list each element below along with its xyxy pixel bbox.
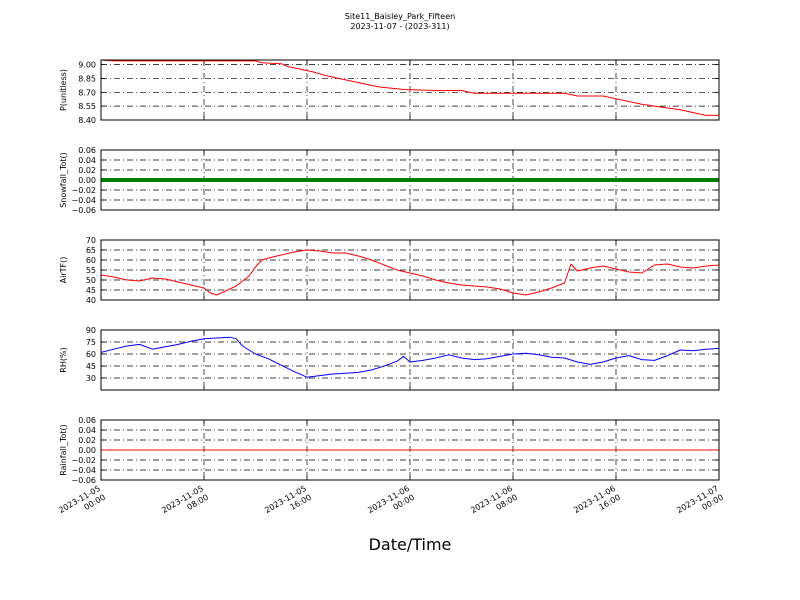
panel-snowfall: −0.06−0.04−0.020.000.020.040.06 Snowfall_… — [59, 146, 720, 215]
airtemp-ytick-label: 50 — [86, 276, 96, 285]
x-tick-label: 2023-11-0500:00 — [57, 484, 107, 524]
x-tick-label: 2023-11-0508:00 — [160, 484, 210, 524]
airtemp-ytick-label: 40 — [86, 296, 96, 305]
snowfall-ytick-label: 0.06 — [78, 146, 96, 155]
humidity-axes-frame — [100, 329, 720, 391]
pressure-axes-frame — [100, 59, 720, 121]
x-axis-label: Date/Time — [369, 535, 452, 554]
rainfall-ytick-label: −0.06 — [71, 476, 96, 485]
x-tick-label: 2023-11-0600:00 — [366, 484, 416, 524]
rainfall-ytick-label: 0.00 — [78, 446, 96, 455]
humidity-ytick-label: 75 — [86, 338, 96, 347]
x-axis-tick-labels: 2023-11-0500:00 2023-11-0508:00 2023-11-05… — [57, 484, 725, 524]
rainfall-y-axis-label: Rainfall_Tot() — [59, 424, 68, 476]
pressure-ytick-label: 8.70 — [78, 88, 96, 97]
snowfall-ytick-label: 0.04 — [78, 156, 96, 165]
rainfall-ytick-label: 0.02 — [78, 436, 96, 445]
pressure-ytick-label: 8.40 — [78, 116, 96, 125]
x-tick-label: 2023-11-0516:00 — [263, 484, 313, 524]
snowfall-ytick-label: 0.02 — [78, 166, 96, 175]
panel-rainfall: −0.06−0.04−0.020.000.020.040.06 Rainfall_… — [59, 416, 720, 485]
airtemp-ytick-label: 70 — [86, 236, 96, 245]
x-tick-label: 2023-11-0700:00 — [675, 484, 725, 524]
x-tick-label: 2023-11-0616:00 — [572, 484, 622, 524]
pressure-y-axis-label: P(unitless) — [59, 69, 68, 111]
chart-title-line-2: 2023-11-07 - (2023-311) — [350, 22, 449, 31]
snowfall-y-axis-label: Snowfall_Tot() — [59, 152, 68, 208]
humidity-series-line — [100, 336, 720, 378]
panel-humidity: 30 45 60 75 90 RH(%) — [59, 326, 720, 391]
snowfall-axes-frame — [100, 149, 720, 211]
humidity-ytick-label: 60 — [86, 350, 96, 359]
snowfall-ytick-label: 0.00 — [78, 176, 96, 185]
humidity-ytick-label: 90 — [86, 326, 96, 335]
snowfall-ytick-label: −0.02 — [71, 186, 96, 195]
snowfall-ytick-label: −0.06 — [71, 206, 96, 215]
chart-title-line-1: Site11_Baisley_Park_Fifteen — [345, 12, 455, 21]
pressure-ytick-label: 8.55 — [78, 102, 96, 111]
airtemp-ytick-label: 60 — [86, 256, 96, 265]
rainfall-ytick-label: −0.04 — [71, 466, 96, 475]
pressure-series-line — [100, 59, 719, 116]
airtemp-ytick-label: 45 — [86, 286, 96, 295]
airtemp-axes-frame — [100, 239, 720, 301]
humidity-ytick-label: 30 — [86, 374, 96, 383]
humidity-ytick-label: 45 — [86, 362, 96, 371]
rainfall-ytick-label: 0.04 — [78, 426, 96, 435]
chart-panels: 8.408.558.708.859.00P(unitless)−0.06−0.0… — [59, 59, 720, 485]
x-tick-label: 2023-11-0608:00 — [469, 484, 519, 524]
airtemp-ytick-label: 65 — [86, 246, 96, 255]
rainfall-ytick-label: −0.02 — [71, 456, 96, 465]
airtemp-ytick-label: 55 — [86, 266, 96, 275]
snowfall-ytick-label: −0.04 — [71, 196, 96, 205]
rainfall-axes-frame — [100, 419, 720, 481]
airtemp-series-line — [100, 249, 720, 296]
rainfall-ytick-label: 0.06 — [78, 416, 96, 425]
panel-pressure: 8.40 8.55 8.70 8.85 9.00 P(unitless) — [59, 59, 720, 125]
humidity-y-axis-label: RH(%) — [59, 347, 68, 372]
airtemp-y-axis-label: AirTF() — [59, 257, 68, 284]
pressure-ytick-label: 9.00 — [78, 61, 96, 70]
pressure-ytick-label: 8.85 — [78, 74, 96, 83]
